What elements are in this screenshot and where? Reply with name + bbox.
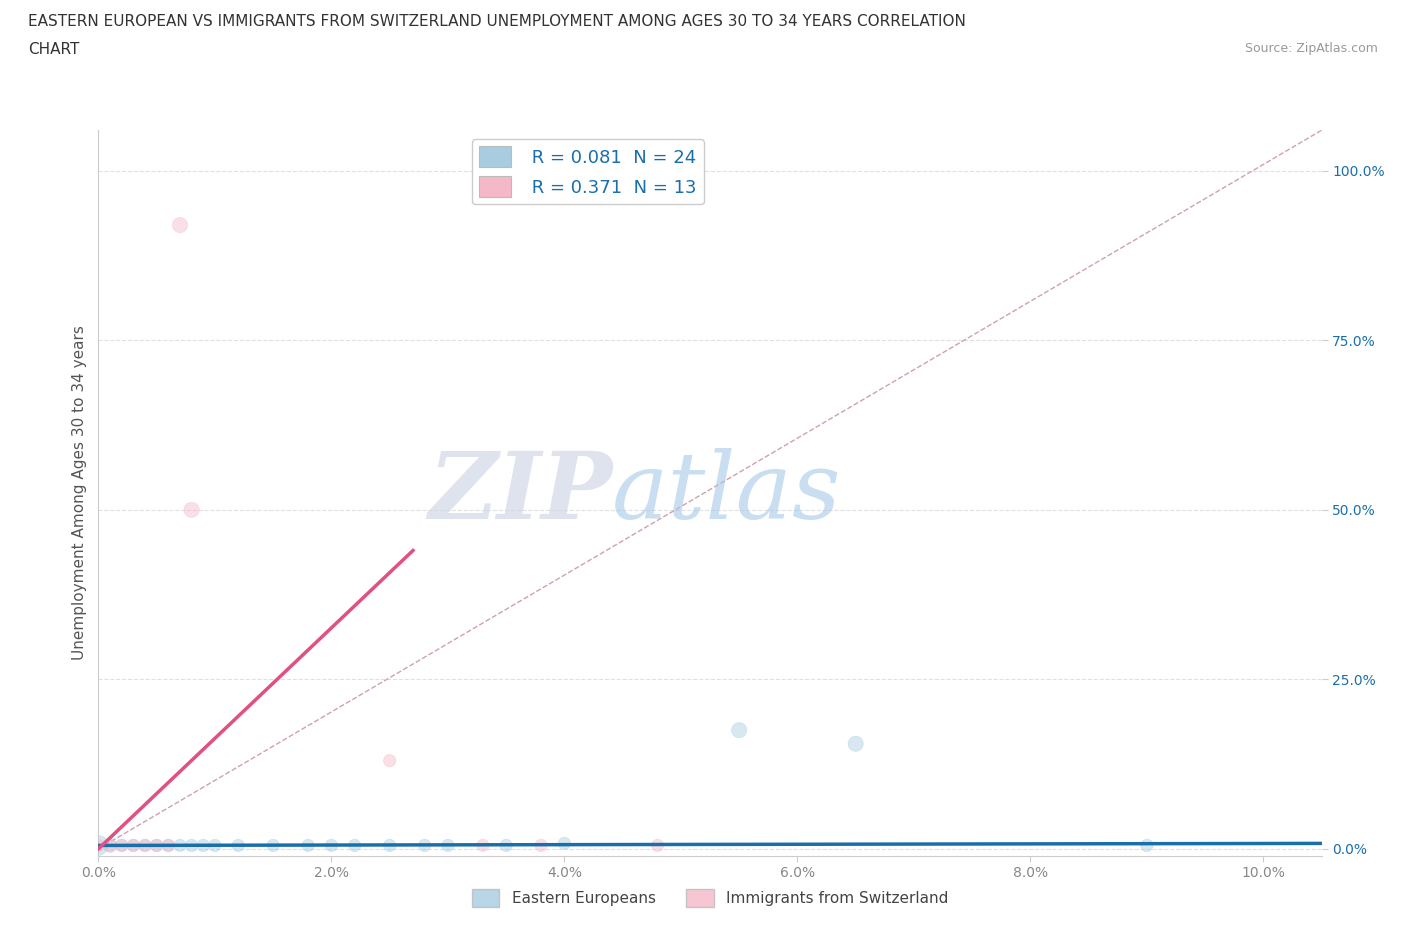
Text: atlas: atlas xyxy=(612,448,842,538)
Point xyxy=(495,838,517,853)
Point xyxy=(343,838,366,853)
Point xyxy=(378,753,401,768)
Legend: Eastern Europeans, Immigrants from Switzerland: Eastern Europeans, Immigrants from Switz… xyxy=(465,884,955,913)
Point xyxy=(647,838,669,853)
Point xyxy=(157,838,180,853)
Point xyxy=(145,838,167,853)
Point xyxy=(530,838,553,853)
Text: ZIP: ZIP xyxy=(427,448,612,538)
Point xyxy=(437,838,460,853)
Point xyxy=(728,723,751,737)
Point xyxy=(471,838,494,853)
Point xyxy=(262,838,284,853)
Point xyxy=(87,838,110,853)
Point xyxy=(204,838,226,853)
Point xyxy=(111,838,134,853)
Point xyxy=(134,838,156,853)
Point xyxy=(111,838,134,853)
Point xyxy=(226,838,249,853)
Point xyxy=(87,838,110,853)
Point xyxy=(169,838,191,853)
Point xyxy=(157,838,180,853)
Point xyxy=(553,836,575,851)
Point xyxy=(321,838,343,853)
Point xyxy=(134,838,156,853)
Y-axis label: Unemployment Among Ages 30 to 34 years: Unemployment Among Ages 30 to 34 years xyxy=(72,326,87,660)
Point xyxy=(122,838,145,853)
Point xyxy=(98,838,121,853)
Point xyxy=(98,838,121,853)
Point xyxy=(297,838,319,853)
Point xyxy=(169,218,191,232)
Text: EASTERN EUROPEAN VS IMMIGRANTS FROM SWITZERLAND UNEMPLOYMENT AMONG AGES 30 TO 34: EASTERN EUROPEAN VS IMMIGRANTS FROM SWIT… xyxy=(28,14,966,29)
Point xyxy=(413,838,436,853)
Text: CHART: CHART xyxy=(28,42,80,57)
Point xyxy=(145,838,167,853)
Point xyxy=(845,737,868,751)
Point xyxy=(193,838,215,853)
Point xyxy=(1136,838,1159,853)
Point xyxy=(378,838,401,853)
Text: Source: ZipAtlas.com: Source: ZipAtlas.com xyxy=(1244,42,1378,55)
Point xyxy=(122,838,145,853)
Point xyxy=(180,838,202,853)
Point xyxy=(180,502,202,517)
